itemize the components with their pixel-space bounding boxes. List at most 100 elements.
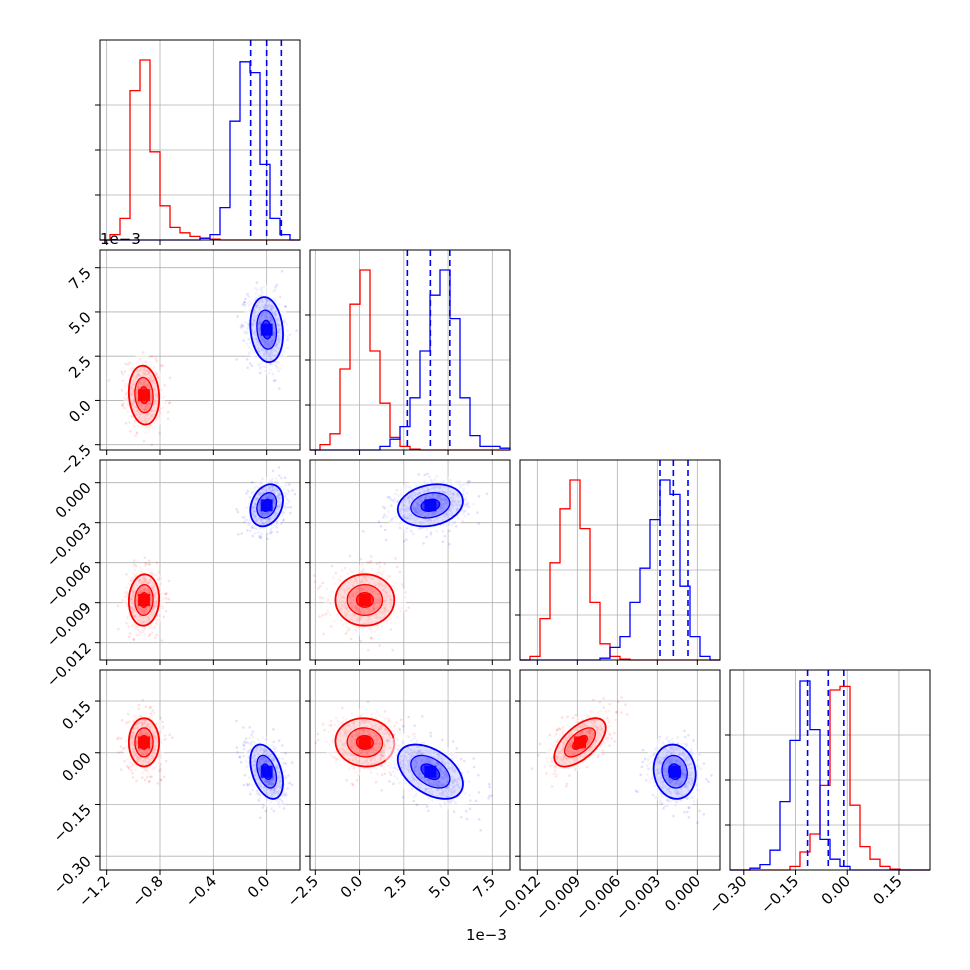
sample-point bbox=[259, 535, 263, 539]
sample-point bbox=[131, 771, 134, 775]
sample-point bbox=[359, 557, 363, 561]
sample-point bbox=[142, 439, 146, 443]
sample-point bbox=[242, 726, 245, 729]
sample-point bbox=[146, 775, 149, 779]
sample-point bbox=[264, 809, 268, 813]
sample-point bbox=[159, 778, 162, 782]
sample-point bbox=[148, 706, 152, 710]
sample-point bbox=[127, 766, 130, 769]
sample-point bbox=[369, 559, 373, 563]
sample-point bbox=[124, 421, 128, 425]
sample-point bbox=[250, 480, 254, 484]
blue-density-peak bbox=[260, 323, 273, 336]
panel-frame bbox=[309, 459, 511, 661]
sample-point bbox=[271, 469, 275, 473]
sample-point bbox=[295, 329, 298, 332]
sample-point bbox=[241, 303, 245, 306]
sample-point bbox=[395, 565, 399, 569]
sample-point bbox=[274, 379, 277, 382]
histogram-panel bbox=[305, 250, 511, 451]
sample-point bbox=[246, 489, 250, 493]
panel-content bbox=[107, 269, 298, 447]
sample-point bbox=[289, 506, 293, 509]
sample-point bbox=[116, 737, 119, 741]
sample-point bbox=[370, 636, 373, 640]
sample-point bbox=[134, 564, 138, 568]
sample-point bbox=[159, 364, 163, 368]
sample-point bbox=[143, 778, 147, 782]
sample-point bbox=[154, 357, 158, 360]
sample-point bbox=[422, 541, 425, 545]
sample-point bbox=[379, 524, 383, 528]
sample-point bbox=[476, 511, 479, 514]
sample-point bbox=[246, 782, 249, 786]
sample-point bbox=[288, 483, 291, 486]
sample-point bbox=[123, 759, 126, 763]
sample-point bbox=[369, 637, 373, 640]
histogram-panel bbox=[725, 670, 930, 871]
sample-point bbox=[272, 379, 276, 383]
sample-point bbox=[330, 625, 333, 628]
sample-point bbox=[244, 297, 247, 301]
sample-point bbox=[132, 563, 136, 566]
sample-point bbox=[120, 768, 123, 771]
sample-point bbox=[386, 495, 390, 499]
sample-point bbox=[334, 571, 338, 575]
sample-point bbox=[162, 615, 166, 619]
sample-point bbox=[276, 530, 279, 534]
sample-point bbox=[278, 474, 281, 477]
sample-point bbox=[318, 584, 322, 588]
sample-point bbox=[132, 638, 136, 641]
red-density-peak bbox=[358, 594, 371, 606]
sample-point bbox=[144, 705, 148, 708]
sample-point bbox=[148, 779, 151, 783]
sample-point bbox=[141, 698, 145, 702]
sample-point bbox=[167, 401, 171, 405]
panel-frame bbox=[309, 249, 511, 451]
sample-point bbox=[144, 561, 147, 565]
sample-point bbox=[246, 783, 249, 787]
sample-point bbox=[166, 410, 170, 414]
sample-point bbox=[162, 775, 166, 779]
sample-point bbox=[240, 532, 243, 535]
sample-point bbox=[383, 562, 387, 565]
sample-point bbox=[321, 581, 325, 585]
sample-point bbox=[149, 775, 152, 779]
sample-point bbox=[284, 304, 288, 308]
sample-point bbox=[282, 807, 286, 810]
sample-point bbox=[278, 387, 281, 390]
sample-point bbox=[407, 606, 410, 609]
sample-point bbox=[141, 776, 144, 780]
sample-point bbox=[159, 767, 162, 771]
sample-point bbox=[382, 516, 385, 519]
sample-point bbox=[289, 511, 292, 515]
sample-point bbox=[121, 403, 124, 407]
sample-point bbox=[394, 557, 397, 560]
sample-point bbox=[240, 323, 244, 327]
sample-point bbox=[121, 372, 124, 376]
sample-point bbox=[251, 534, 255, 538]
sample-point bbox=[275, 283, 279, 287]
sample-point bbox=[243, 300, 246, 304]
sample-point bbox=[404, 609, 408, 612]
sample-point bbox=[238, 755, 241, 759]
sample-point bbox=[250, 364, 254, 367]
sample-point bbox=[248, 726, 251, 729]
sample-point bbox=[348, 554, 352, 558]
sample-point bbox=[161, 720, 164, 724]
sample-point bbox=[261, 806, 265, 809]
sample-point bbox=[127, 767, 131, 770]
sample-point bbox=[259, 536, 262, 540]
sample-point bbox=[150, 775, 153, 779]
sample-point bbox=[391, 648, 394, 652]
sample-point bbox=[132, 559, 136, 562]
sample-point bbox=[120, 719, 124, 722]
sample-point bbox=[158, 432, 161, 435]
sample-point bbox=[321, 596, 325, 600]
sample-point bbox=[164, 609, 168, 613]
sample-point bbox=[417, 473, 421, 476]
sample-point bbox=[167, 597, 171, 601]
sample-point bbox=[426, 472, 429, 476]
sample-point bbox=[143, 556, 147, 560]
